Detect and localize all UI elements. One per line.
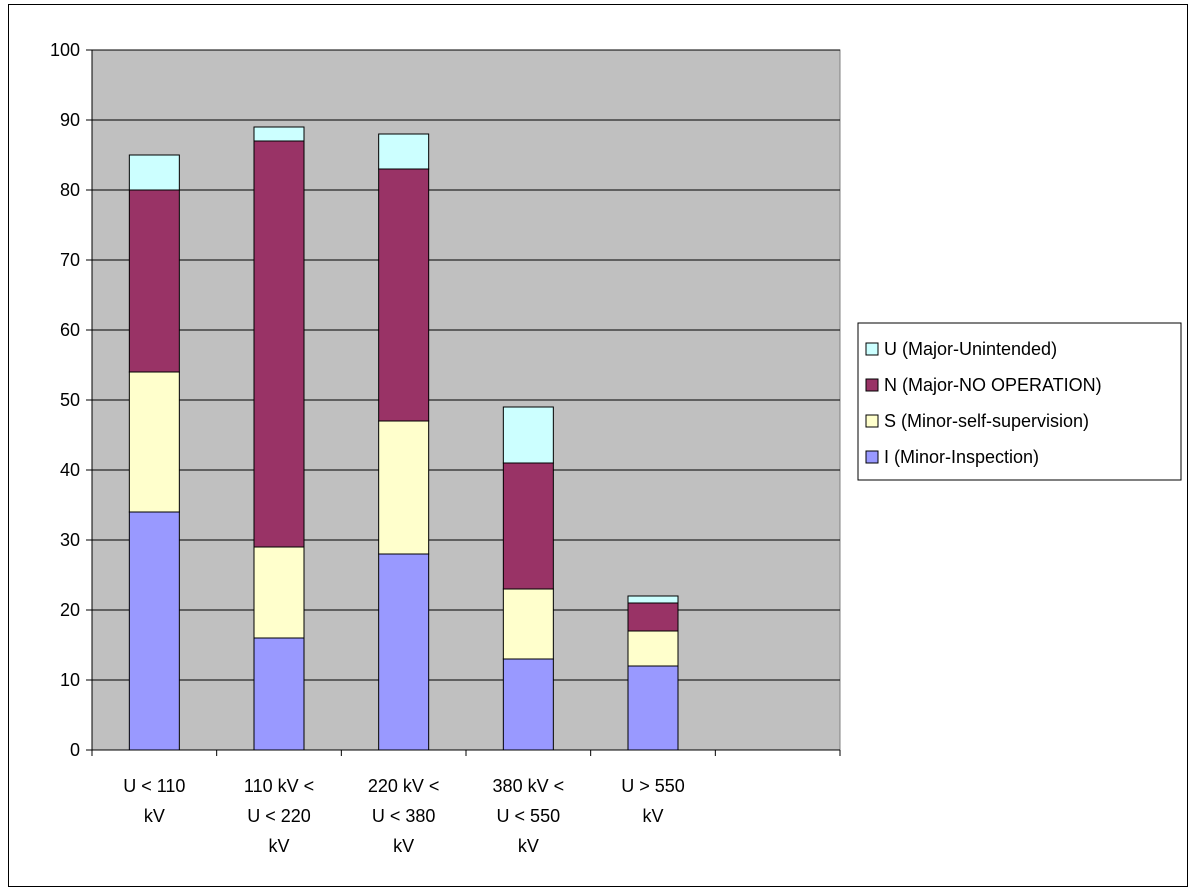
x-tick-label: kV [393, 836, 414, 856]
x-tick-label: 110 kV < [244, 776, 314, 796]
axes [86, 49, 841, 756]
x-tick-label: U < 220 [247, 806, 311, 826]
bar-segment [378, 553, 430, 751]
gridlines [92, 49, 840, 681]
y-tick-label: 100 [50, 40, 80, 60]
legend-swatch [865, 342, 879, 356]
bar-segment [128, 511, 180, 751]
bar-segment [627, 595, 679, 604]
y-tick-label: 90 [60, 110, 80, 130]
legend-swatch [865, 414, 879, 428]
bar-segment [128, 189, 180, 373]
legend-label: I (Minor-Inspection) [884, 447, 1039, 467]
y-tick-label: 0 [70, 740, 80, 760]
x-tick-label: kV [268, 836, 289, 856]
legend-swatch [865, 450, 879, 464]
bar-segment [502, 658, 554, 751]
axis-labels: 0 10 20 30 40 50 60 70 80 90 100 U < 110 kV 110 kV < U… [50, 40, 685, 856]
y-tick-label: 60 [60, 320, 80, 340]
bar-segment [253, 546, 305, 639]
y-tick-label: 40 [60, 460, 80, 480]
y-tick-label: 50 [60, 390, 80, 410]
bar-segment [502, 588, 554, 660]
bar-segment [378, 420, 430, 555]
bar-segment [128, 154, 180, 191]
bar-segment [502, 406, 554, 464]
y-tick-label: 20 [60, 600, 80, 620]
bar-segment [128, 371, 180, 513]
x-tick-label: kV [518, 836, 539, 856]
x-tick-label: U < 110 [123, 776, 185, 796]
bar-segment [378, 168, 430, 422]
bar-segment [253, 637, 305, 751]
y-tick-label: 30 [60, 530, 80, 550]
x-tick-label: 380 kV < [493, 776, 565, 796]
legend-label: S (Minor-self-supervision) [884, 411, 1089, 431]
bar-segment [502, 462, 554, 590]
legend-swatch [865, 378, 879, 392]
x-tick-label: U < 380 [372, 806, 436, 826]
y-tick-label: 80 [60, 180, 80, 200]
bar-segment [627, 630, 679, 667]
legend-label: U (Major-Unintended) [884, 339, 1057, 359]
x-tick-label: U > 550 [621, 776, 685, 796]
y-tick-label: 10 [60, 670, 80, 690]
x-tick-label: 220 kV < [368, 776, 440, 796]
bar-segment [627, 602, 679, 632]
legend-label: N (Major-NO OPERATION) [884, 375, 1102, 395]
legend: U (Major-Unintended) N (Major-NO OPERATIO… [857, 322, 1182, 481]
bar-segment [253, 140, 305, 548]
bar-segment [627, 665, 679, 751]
x-tick-label: kV [642, 806, 663, 826]
y-tick-label: 70 [60, 250, 80, 270]
x-tick-label: U < 550 [497, 806, 561, 826]
legend-box [857, 322, 1182, 481]
bar-segment [253, 126, 305, 142]
bar-segment [378, 133, 430, 170]
x-tick-label: kV [144, 806, 165, 826]
